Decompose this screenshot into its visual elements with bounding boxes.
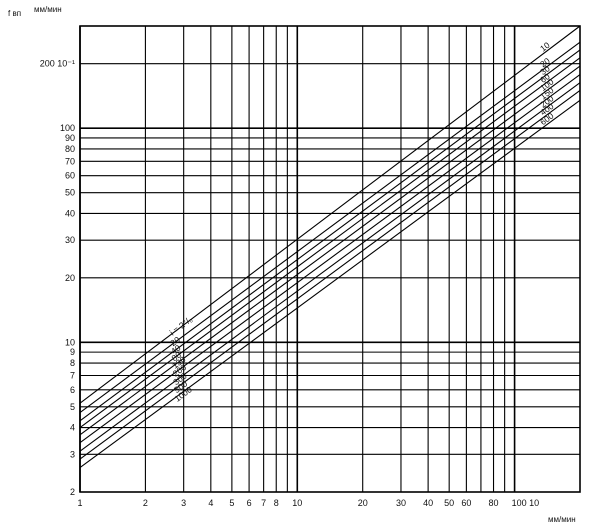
plot-border — [79, 25, 581, 493]
series-line — [79, 25, 581, 404]
y-tick-label: 80 — [65, 144, 75, 154]
y-tick-label: 10 — [65, 337, 75, 347]
x-tick-label: 40 — [423, 498, 433, 508]
y-tick-label: 4 — [70, 423, 75, 433]
y-tick-label: 200 10⁻¹ — [40, 59, 75, 69]
x-tick-label: 2 — [143, 498, 148, 508]
y-tick-label: 5 — [70, 402, 75, 412]
x-tick-label: 50 — [444, 498, 454, 508]
y-tick-label: 2 — [70, 487, 75, 497]
x-tick-label: 3 — [181, 498, 186, 508]
y-tick-label: 20 — [65, 273, 75, 283]
series-line — [79, 90, 581, 460]
y-tick-label: 50 — [65, 188, 75, 198]
x-tick-label: 60 — [461, 498, 471, 508]
y-tick-label: 7 — [70, 370, 75, 380]
series-label-left: i = 2°/₀ — [168, 314, 195, 338]
y-tick-label: 6 — [70, 385, 75, 395]
x-tick-label: 7 — [261, 498, 266, 508]
series-line — [79, 57, 581, 428]
x-tick-label: 6 — [247, 498, 252, 508]
y-tick-label: 40 — [65, 208, 75, 218]
x-tick-label: 1 — [77, 498, 82, 508]
series-line — [79, 74, 581, 444]
y-tick-label: 60 — [65, 171, 75, 181]
series-line — [79, 82, 581, 452]
series-line — [79, 65, 581, 436]
x-tick-label: 4 — [208, 498, 213, 508]
y-tick-label: 3 — [70, 449, 75, 459]
y-tick-label: 30 — [65, 235, 75, 245]
series-layer — [79, 25, 581, 469]
plot-frame — [79, 25, 581, 493]
y-tick-label: 70 — [65, 156, 75, 166]
x-tick-label: 100 10 — [512, 498, 540, 508]
y-axis-symbol: f вп — [8, 9, 21, 18]
y-tick-label: 9 — [70, 347, 75, 357]
x-tick-label: 20 — [358, 498, 368, 508]
grid-layer — [79, 26, 580, 493]
x-axis-unit: мм/мин — [548, 515, 576, 524]
x-tick-label: 80 — [489, 498, 499, 508]
x-tick-label: 30 — [396, 498, 406, 508]
series-line — [79, 99, 581, 469]
y-tick-label: 8 — [70, 358, 75, 368]
x-tick-label: 8 — [274, 498, 279, 508]
x-tick-label: 10 — [292, 498, 302, 508]
label-layer: 1 2 3 4 5 6 7 8 10 20 30 40 50 60 80 100 10234567891020… — [40, 40, 556, 508]
y-axis-unit: мм/мин — [34, 5, 62, 14]
series-line — [79, 41, 581, 413]
series-line — [79, 49, 581, 422]
x-tick-label: 5 — [229, 498, 234, 508]
series-label-right: 10 — [538, 40, 552, 54]
y-tick-label: 100 — [60, 123, 75, 133]
y-tick-label: 90 — [65, 133, 75, 143]
